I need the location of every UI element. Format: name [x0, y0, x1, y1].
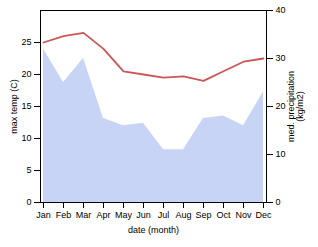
svg-text:med. precipitation(kg/m2): med. precipitation(kg/m2) — [286, 71, 305, 142]
svg-text:Jun: Jun — [136, 210, 151, 220]
svg-text:30: 30 — [276, 53, 286, 63]
svg-text:Jul: Jul — [158, 210, 170, 220]
svg-text:0: 0 — [276, 197, 281, 207]
svg-text:date (month): date (month) — [128, 225, 179, 235]
svg-text:20: 20 — [276, 101, 286, 111]
svg-text:Feb: Feb — [56, 210, 72, 220]
svg-text:Jan: Jan — [36, 210, 51, 220]
svg-text:Mar: Mar — [76, 210, 92, 220]
svg-text:5: 5 — [26, 165, 31, 175]
svg-text:May: May — [115, 210, 133, 220]
svg-text:40: 40 — [276, 5, 286, 15]
svg-text:20: 20 — [21, 69, 31, 79]
svg-text:Oct: Oct — [216, 210, 231, 220]
svg-text:10: 10 — [21, 133, 31, 143]
svg-text:0: 0 — [26, 197, 31, 207]
svg-text:Aug: Aug — [175, 210, 191, 220]
svg-text:15: 15 — [21, 101, 31, 111]
svg-text:max temp (C): max temp (C) — [9, 79, 19, 134]
svg-text:25: 25 — [21, 37, 31, 47]
svg-text:Sep: Sep — [195, 210, 211, 220]
svg-text:Apr: Apr — [96, 210, 110, 220]
svg-text:Dec: Dec — [255, 210, 272, 220]
svg-text:Nov: Nov — [235, 210, 252, 220]
svg-text:10: 10 — [276, 149, 286, 159]
